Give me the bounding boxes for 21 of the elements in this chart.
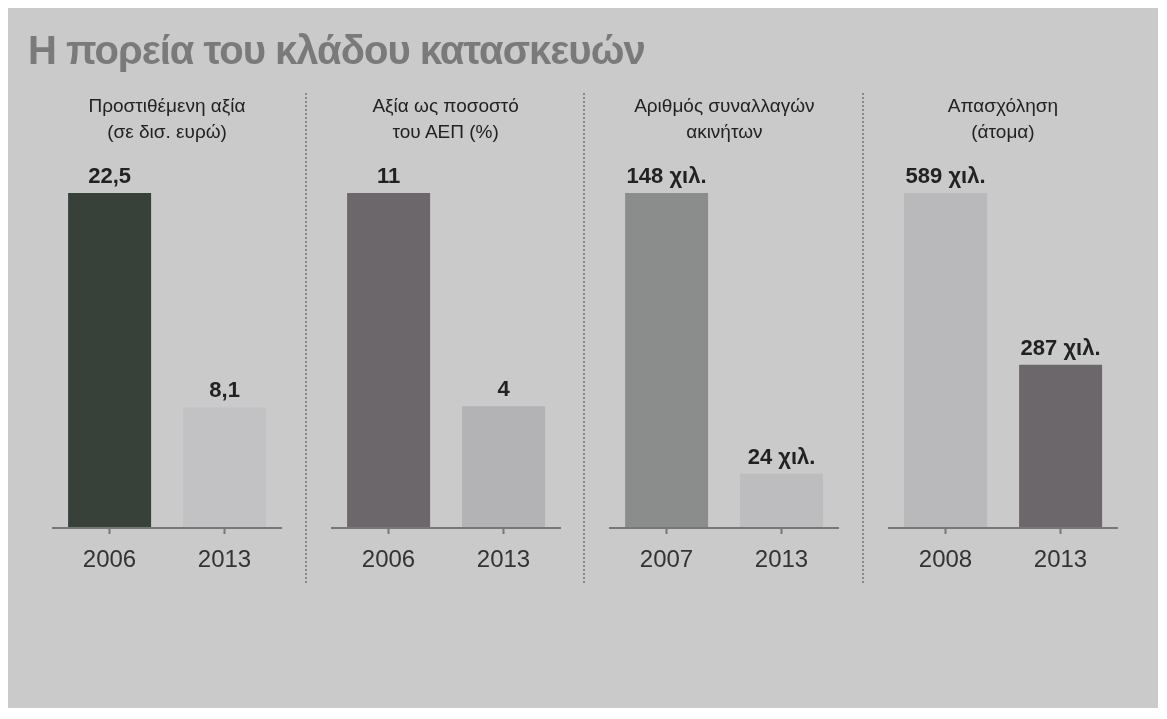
x-tick-label: 2006 bbox=[361, 545, 415, 573]
x-tick-label: 2013 bbox=[476, 545, 530, 573]
data-label: 589 χιλ. bbox=[905, 163, 986, 188]
chart-title: Αξία ως ποσοστό του ΑΕΠ (%) bbox=[371, 94, 520, 144]
text: Η πορεία του κλάδου κατασκευών bbox=[28, 28, 646, 73]
x-tick-label: 2007 bbox=[640, 545, 694, 573]
data-label: 8,1 bbox=[209, 377, 240, 403]
data-label: 4 bbox=[497, 376, 511, 402]
chart-title: Προστιθέμενη αξία (σε δισ. ευρώ) bbox=[87, 94, 247, 144]
data-label: 11 bbox=[376, 163, 400, 188]
x-tick-label: 2013 bbox=[755, 545, 809, 573]
data-label: 24 χιλ. bbox=[748, 443, 816, 469]
data-label: 22,5 bbox=[88, 163, 132, 188]
x-tick-label: 2013 bbox=[1033, 545, 1088, 573]
data-label: 148 χιλ. bbox=[626, 163, 707, 188]
x-tick-label: 2006 bbox=[82, 545, 137, 573]
chart-title: Απασχόληση (άτομα) bbox=[946, 94, 1060, 144]
x-tick-label: 2008 bbox=[918, 545, 973, 573]
chart-title: Αριθμός συναλλαγών ακινήτων bbox=[633, 94, 816, 144]
x-tick-label: 2013 bbox=[197, 545, 252, 573]
data-label: 287 χιλ. bbox=[1020, 334, 1101, 360]
